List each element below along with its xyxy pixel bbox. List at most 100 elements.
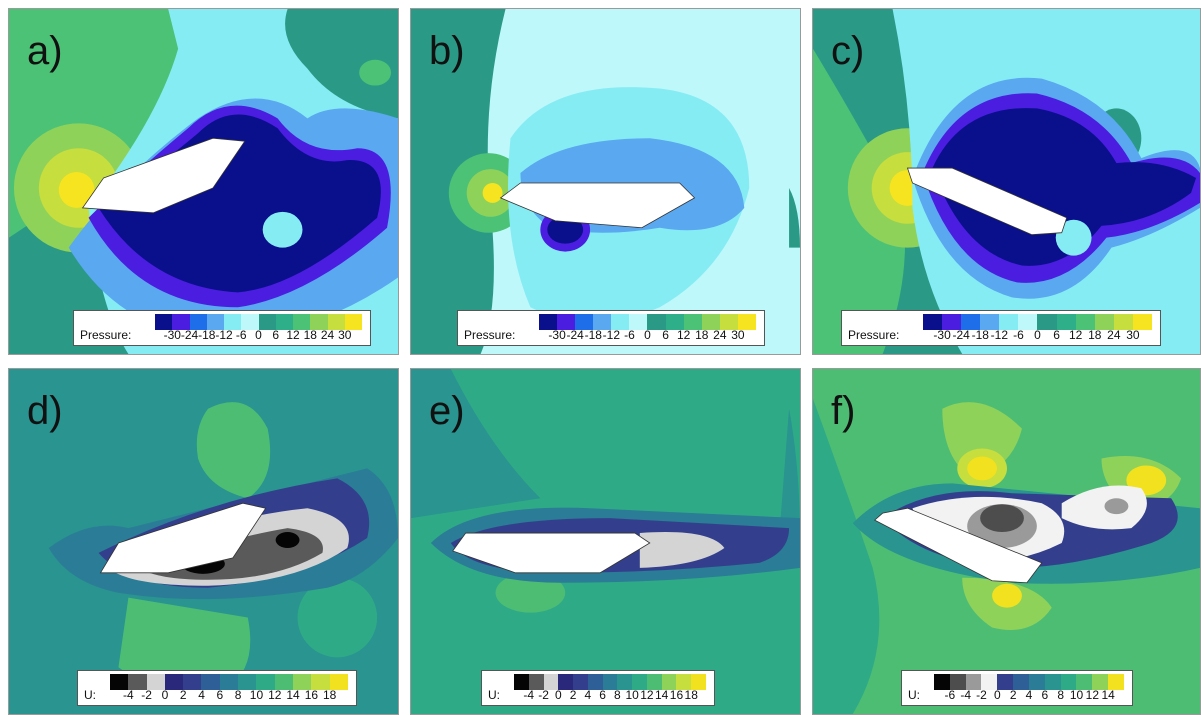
velocity-legend: U: -4 -2 0 2 4 6 8 10 12 14 16 18 [77,670,357,706]
colorbar-tick-label: 0 [644,328,651,342]
panel-label: b) [429,29,465,73]
colorbar-tick-label: -18 [584,328,602,342]
colorbar-tick-label: -4 [960,688,971,702]
colorbar-swatch [1037,314,1057,330]
colorbar-tick-label: 10 [249,688,264,702]
colorbar-tick-label: -18 [971,328,989,342]
colorbar-swatch [965,674,982,690]
colorbar-swatch [997,674,1014,690]
colorbar-tick-label: -12 [602,328,620,342]
colorbar-swatch [558,674,574,690]
colorbar-ticks: -6 -4 -2 0 2 4 6 8 10 12 14 [934,688,1124,702]
colorbar-swatch [602,674,618,690]
colorbar-swatch [1018,314,1038,330]
colorbar-swatch [719,314,738,330]
colorbar-tick-label: 8 [1057,688,1064,702]
legend-title: U: [84,688,96,702]
colorbar-swatch [1056,314,1076,330]
colorbar-swatch [110,674,129,690]
panel-e-velocity: e) U: -4 -2 0 2 4 6 8 10 12 14 16 18 [410,368,801,715]
colorbar-swatch [629,314,648,330]
pressure-legend: Pressure: -30 -24 -18 -12 -6 0 6 12 18 24 30 [841,310,1161,346]
colorbar-ticks: -4 -2 0 2 4 6 8 10 12 14 16 18 [110,688,348,702]
colorbar-tick-label: -24 [566,328,584,342]
panel-b-pressure: b) Pressure: -30 -24 -18 -12 -6 0 6 12 18 24 30 [410,8,801,355]
velocity-legend: U: -4 -2 0 2 4 6 8 10 12 14 16 18 [481,670,715,706]
colorbar-ticks: -4 -2 0 2 4 6 8 10 12 14 16 18 [514,688,706,702]
legend-title: Pressure: [848,328,900,342]
colorbar-tick-label: 24 [1107,328,1121,342]
colorbar-swatch [292,674,312,690]
colorbar-tick-label: 12 [286,328,300,342]
colorbar-swatch [646,674,662,690]
colorbar [514,674,706,690]
colorbar-tick-label: 16 [669,688,684,702]
colorbar-tick-label: 2 [569,688,577,702]
colorbar-swatch [1044,674,1061,690]
colorbar-swatch [528,674,544,690]
colorbar-swatch [1092,674,1109,690]
colorbar-swatch [329,674,348,690]
colorbar-swatch [557,314,576,330]
panel-label: f) [831,389,856,433]
colorbar-swatch [293,314,311,330]
colorbar-tick-label: 18 [303,328,317,342]
colorbar-swatch [593,314,612,330]
colorbar-swatch [665,314,684,330]
colorbar-tick-label: 14 [1101,688,1115,702]
colorbar-tick-label: 12 [1085,688,1100,702]
colorbar-tick-label: 2 [1009,688,1017,702]
pressure-field-a [9,9,398,354]
colorbar-swatch [128,674,147,690]
colorbar-tick-label: -30 [933,328,951,342]
colorbar-swatch [981,674,998,690]
legend-title: Pressure: [464,328,516,342]
colorbar-swatch [676,674,692,690]
colorbar-tick-label: 18 [323,688,337,702]
colorbar-swatch [274,674,293,690]
colorbar-tick-label: 12 [268,688,282,702]
colorbar-tick-label: -2 [538,688,549,702]
legend-title: U: [908,688,920,702]
colorbar-tick-label: 0 [1034,328,1041,342]
legend-title: U: [488,688,500,702]
colorbar-swatch [224,314,242,330]
velocity-field-f [813,369,1200,714]
colorbar [539,314,756,330]
colorbar-tick-label: 0 [161,688,169,702]
colorbar-swatch [238,674,257,690]
colorbar-swatch [1132,314,1152,330]
colorbar-tick-label: 30 [338,328,352,342]
colorbar-swatch [661,674,677,690]
colorbar-swatch [647,314,666,330]
colorbar-ticks: -30 -24 -18 -12 -6 0 6 12 18 24 30 [923,328,1152,342]
colorbar-tick-label: -30 [548,328,566,342]
colorbar-swatch [934,674,950,690]
colorbar-swatch [617,674,633,690]
colorbar-tick-label: -24 [180,328,199,342]
colorbar-swatch [206,314,224,330]
colorbar-swatch [737,314,756,330]
colorbar-swatch [961,314,981,330]
colorbar-tick-label: 6 [272,328,280,342]
colorbar-swatch [1094,314,1114,330]
pressure-field-b [411,9,800,354]
colorbar-swatch [189,314,207,330]
panel-label: a) [27,29,63,73]
panel-d-velocity: d) U: -4 -2 0 2 4 6 8 10 12 14 16 18 [8,368,399,715]
panel-c-pressure: c) Pressure: -30 -24 -18 -12 -6 0 6 12 18 24 30 [812,8,1201,355]
colorbar-tick-label: 16 [304,688,319,702]
velocity-legend: U: -6 -4 -2 0 2 4 6 8 10 12 14 [901,670,1133,706]
colorbar-tick-label: -30 [163,328,181,342]
colorbar-swatch [183,674,202,690]
colorbar-tick-label: 12 [640,688,654,702]
colorbar-tick-label: 6 [662,328,669,342]
colorbar-tick-label: 24 [320,328,335,342]
colorbar-swatch [1028,674,1045,690]
colorbar-tick-label: -6 [1013,328,1024,342]
colorbar-tick-label: -4 [122,688,134,702]
colorbar-tick-label: 4 [584,688,592,702]
colorbar-tick-label: 0 [255,328,262,342]
colorbar-swatch [587,674,603,690]
colorbar-tick-label: -12 [990,328,1008,342]
